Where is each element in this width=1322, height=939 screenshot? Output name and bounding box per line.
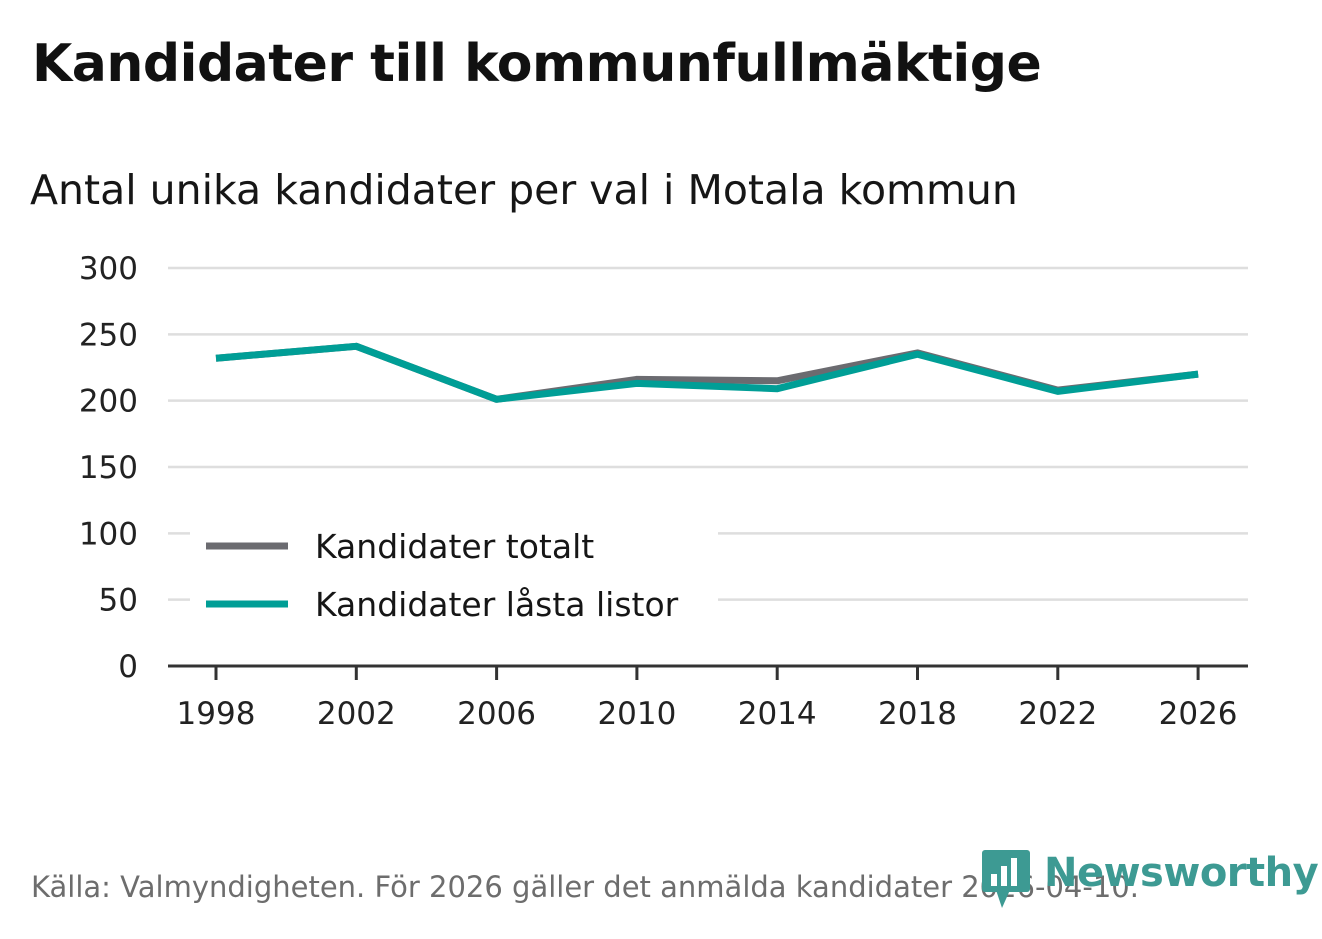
- x-axis: 1998 2002 2006 2010 2014 2018 2022 2026: [168, 664, 1248, 732]
- x-tick-label: 2014: [738, 696, 817, 732]
- x-tick-label: 2010: [597, 696, 676, 732]
- x-tick-label: 2022: [1018, 696, 1097, 732]
- newsworthy-chart-bubble-icon: [982, 850, 1030, 908]
- y-tick-label: 150: [79, 450, 138, 486]
- legend-label: Kandidater totalt: [315, 527, 594, 566]
- y-tick-label: 50: [99, 583, 138, 619]
- y-axis-ticks: 0 50 100 150 200 250 300: [79, 251, 138, 685]
- newsworthy-logo: Newsworthy: [982, 850, 1319, 910]
- chart-title: Kandidater till kommunfullmäktige: [32, 34, 1042, 94]
- x-tick-label: 2002: [317, 696, 396, 732]
- y-tick-label: 200: [79, 384, 138, 420]
- series-lines: [215, 342, 1199, 403]
- x-tick-label: 2006: [457, 696, 536, 732]
- legend: Kandidater totalt Kandidater låsta listor: [190, 516, 718, 634]
- x-tick-label: 2026: [1159, 696, 1238, 732]
- y-tick-label: 250: [79, 317, 138, 353]
- y-tick-label: 300: [79, 251, 138, 287]
- chart-subtitle: Antal unika kandidater per val i Motala …: [30, 166, 1018, 214]
- legend-background: [190, 516, 718, 634]
- x-tick-label: 1998: [177, 696, 256, 732]
- x-tick-label: 2018: [878, 696, 957, 732]
- source-note: Källa: Valmyndigheten. För 2026 gäller d…: [31, 870, 1139, 904]
- y-tick-label: 100: [79, 516, 138, 552]
- legend-label: Kandidater låsta listor: [315, 585, 679, 624]
- series-line: [215, 342, 1199, 403]
- logo-text: Newsworthy: [1044, 850, 1319, 896]
- y-tick-label: 0: [118, 649, 138, 685]
